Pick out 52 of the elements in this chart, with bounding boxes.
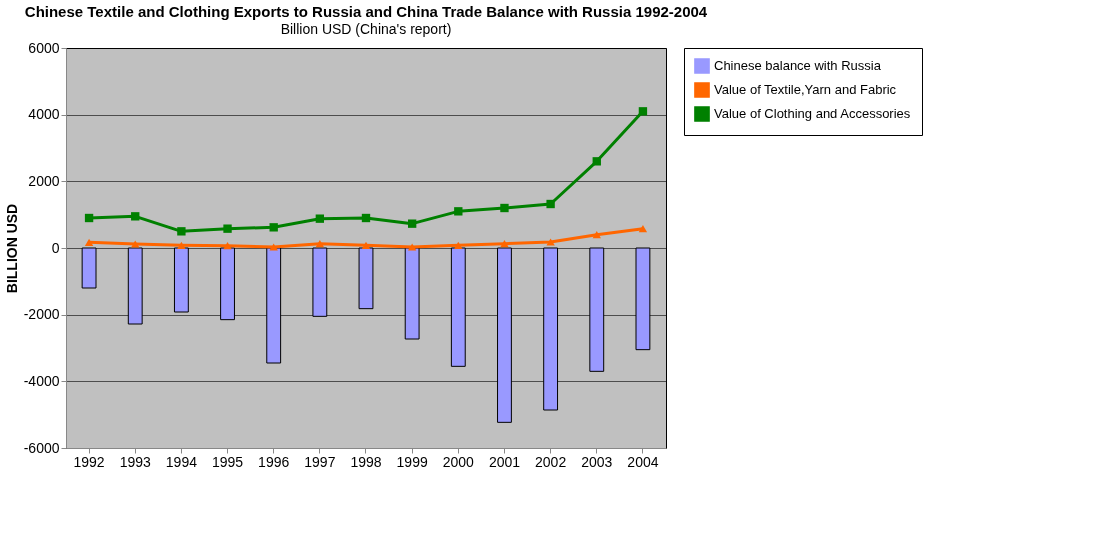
x-tick-label: 1995 xyxy=(211,453,244,470)
point xyxy=(454,241,463,249)
point xyxy=(500,203,509,213)
y-tick-label: 6000 xyxy=(28,39,60,56)
y-tick-label: -6000 xyxy=(23,439,60,456)
point xyxy=(84,238,94,246)
point xyxy=(223,242,232,250)
point xyxy=(546,199,555,209)
chart-title: Chinese Textile and Clothing Exports to Russia and China Trade Balance with Russia 1992-2004 xyxy=(24,3,708,20)
point xyxy=(84,213,94,223)
x-tick-label: 2001 xyxy=(488,453,521,470)
point xyxy=(315,214,325,223)
point xyxy=(223,224,232,233)
point xyxy=(454,207,463,216)
legend-label: Value of Textile,Yarn and Fabric xyxy=(714,82,897,97)
x-tick-label: 2004 xyxy=(627,453,659,470)
point xyxy=(638,225,648,233)
point xyxy=(315,240,325,248)
y-tick-label: -4000 xyxy=(23,372,60,389)
x-tick-label: 1994 xyxy=(165,453,198,470)
legend-label: Value of Clothing and Accessories xyxy=(714,106,911,121)
x-tick-label: 2003 xyxy=(581,453,613,470)
point xyxy=(361,213,371,223)
x-tick-label: 2002 xyxy=(535,453,567,470)
y-tick-label: 2000 xyxy=(28,172,60,189)
x-tick-label: 1992 xyxy=(73,453,105,470)
x-tick-label: 1993 xyxy=(119,453,152,470)
chart-subtitle: Billion USD (China's report) xyxy=(280,21,452,37)
point xyxy=(407,219,417,228)
point xyxy=(269,223,278,232)
y-tick-label: 0 xyxy=(51,239,60,256)
point xyxy=(592,157,601,166)
x-tick-label: 1999 xyxy=(396,453,428,470)
legend-label: Chinese balance with Russia xyxy=(714,58,882,73)
point xyxy=(131,212,140,221)
point xyxy=(131,240,140,248)
point xyxy=(638,107,648,116)
point xyxy=(407,243,417,251)
point xyxy=(177,241,186,249)
x-tick-label: 1998 xyxy=(350,453,382,470)
y-axis-title: BILLION USD xyxy=(3,203,20,294)
point xyxy=(177,227,186,236)
point xyxy=(361,241,371,249)
point xyxy=(546,238,555,246)
y-tick-label: -2000 xyxy=(23,306,60,323)
x-tick-label: 1996 xyxy=(258,453,290,470)
y-tick-label: 4000 xyxy=(28,106,60,123)
point xyxy=(592,231,601,239)
x-tick-label: 2000 xyxy=(442,453,475,470)
point xyxy=(500,240,509,248)
x-tick-label: 1997 xyxy=(304,453,336,470)
point xyxy=(269,243,278,251)
